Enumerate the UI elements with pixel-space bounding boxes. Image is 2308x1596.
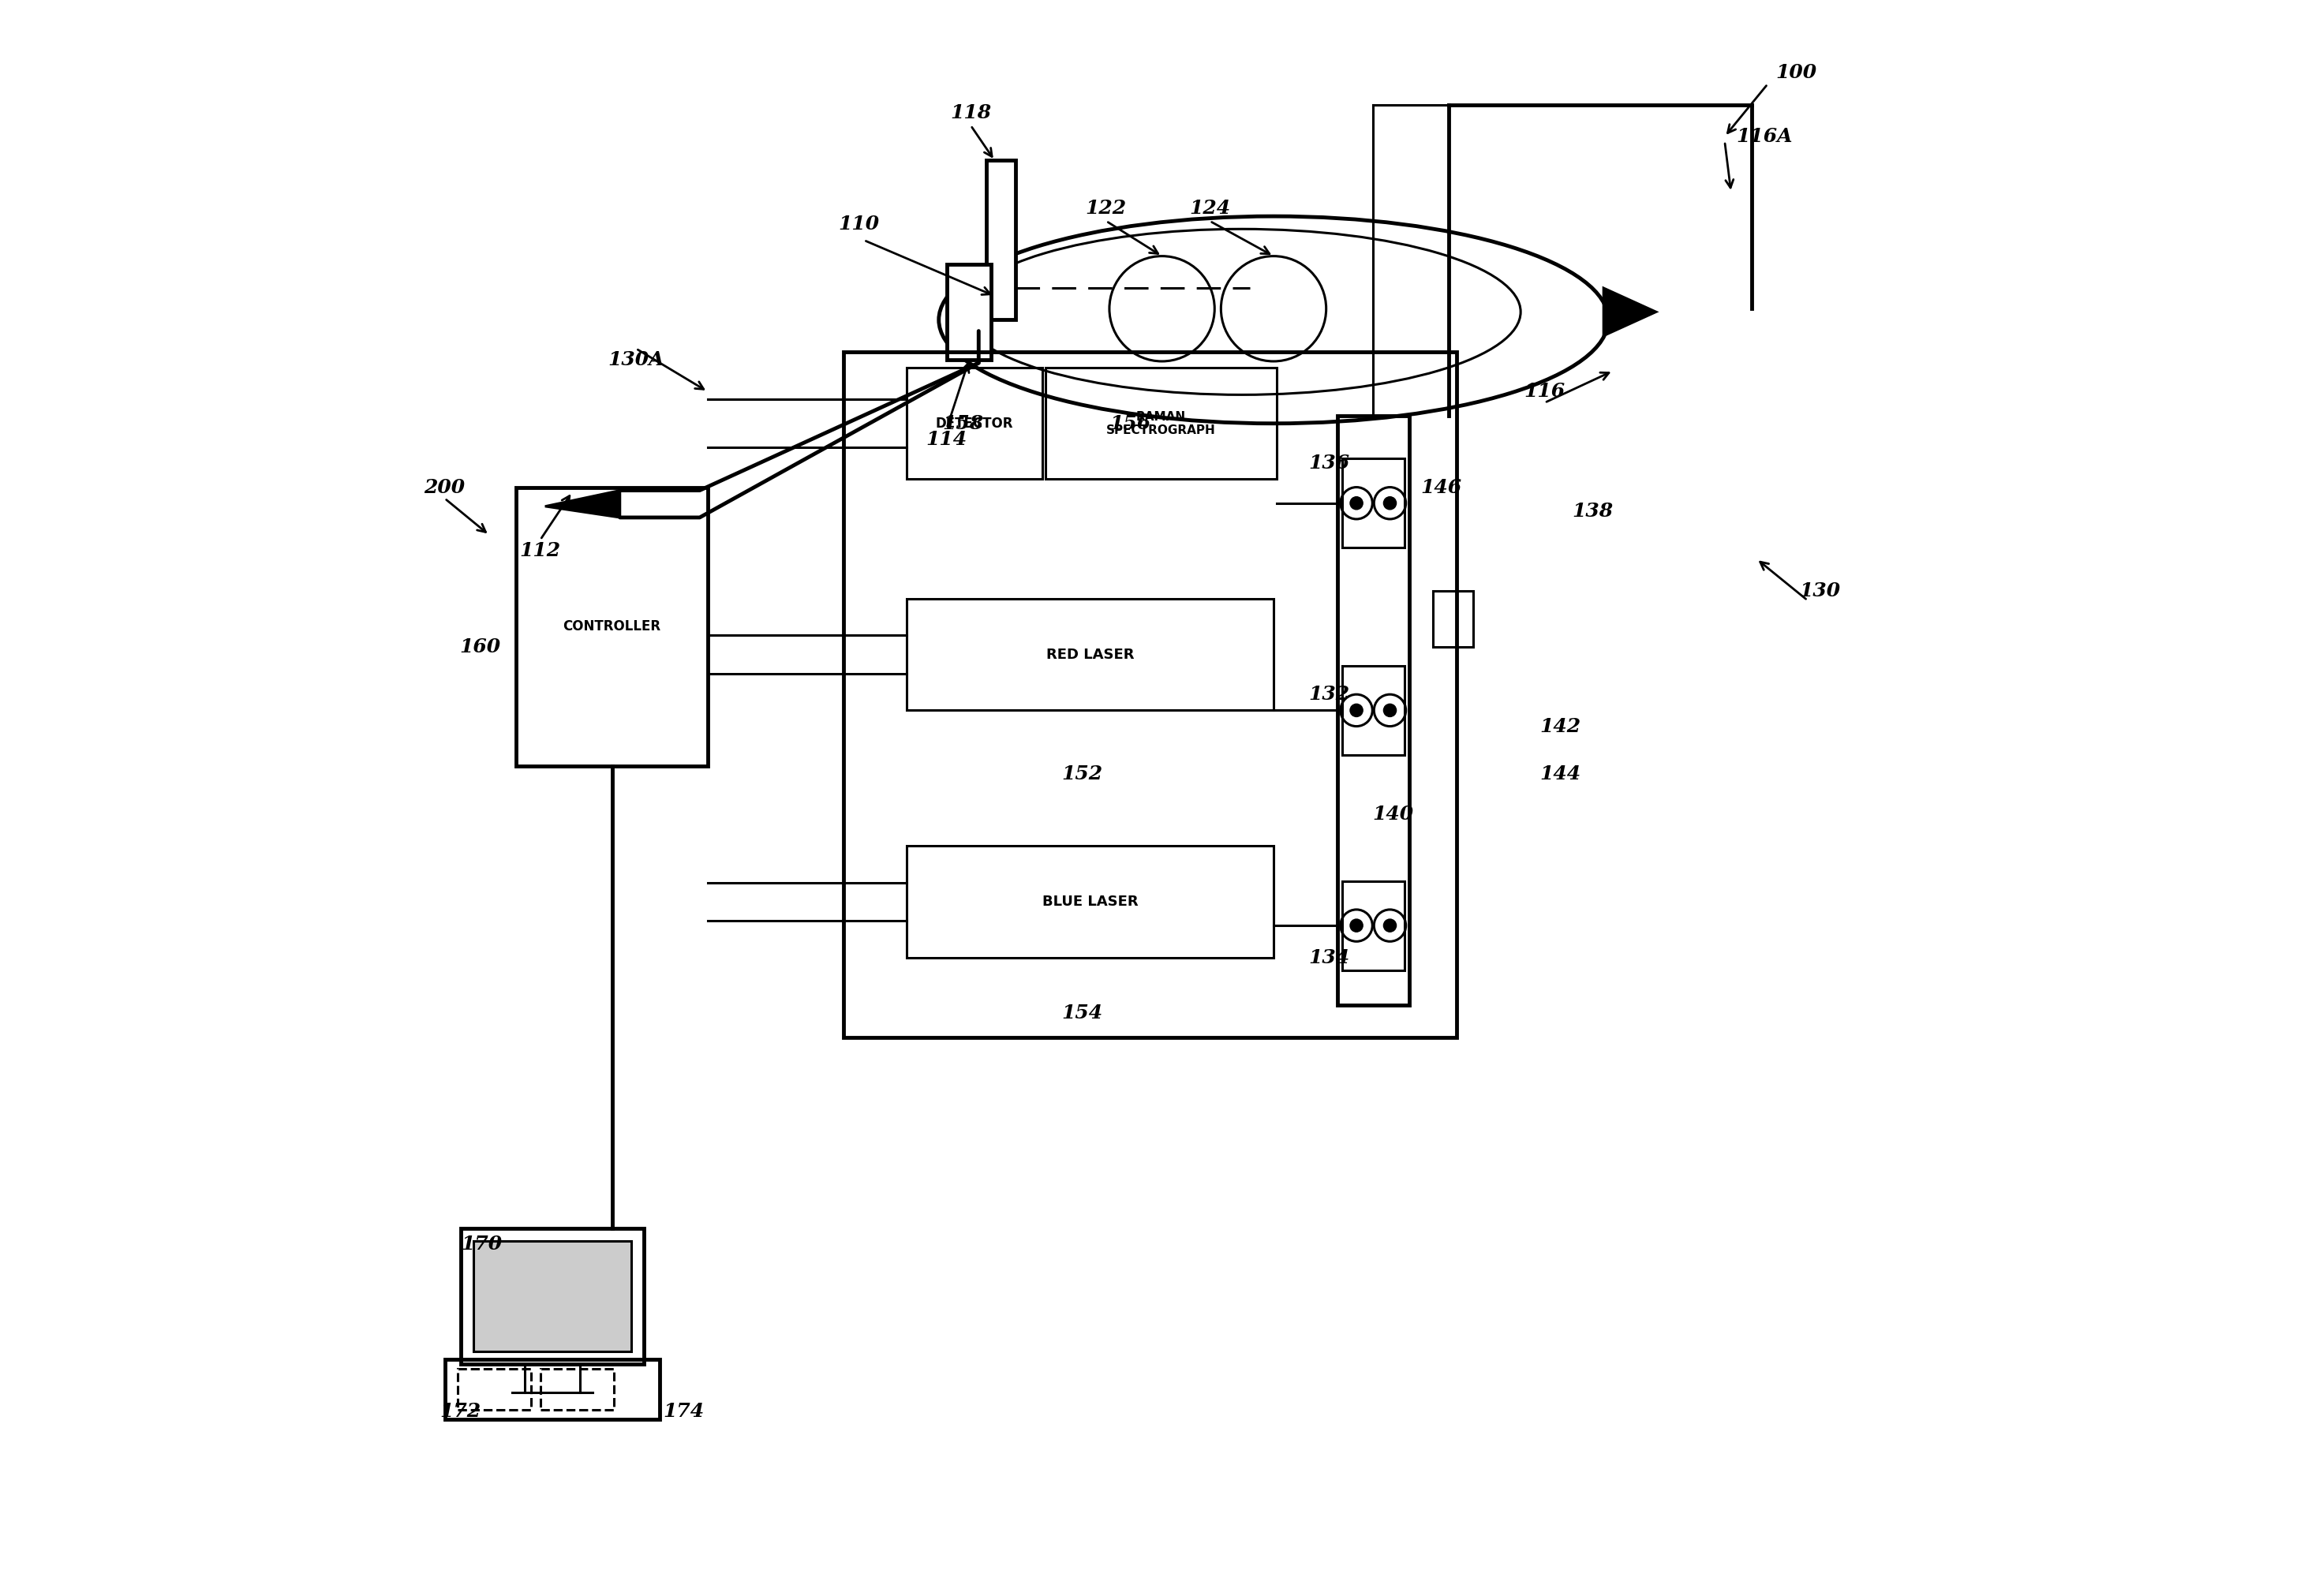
Text: CONTROLLER: CONTROLLER [563, 619, 660, 634]
Text: 132: 132 [1309, 685, 1350, 704]
Text: 116: 116 [1523, 381, 1565, 401]
Text: 158: 158 [942, 413, 983, 433]
Text: 142: 142 [1539, 717, 1581, 736]
Text: 144: 144 [1539, 764, 1581, 784]
Text: 100: 100 [1775, 64, 1816, 83]
Circle shape [1382, 496, 1396, 509]
Text: 154: 154 [1062, 1004, 1103, 1023]
Text: 138: 138 [1572, 501, 1613, 520]
FancyBboxPatch shape [473, 1242, 630, 1352]
Circle shape [1350, 919, 1362, 932]
FancyBboxPatch shape [986, 161, 1016, 319]
Text: DETECTOR: DETECTOR [935, 417, 1013, 431]
Polygon shape [545, 490, 621, 517]
Text: RED LASER: RED LASER [1046, 648, 1133, 662]
Text: 152: 152 [1062, 764, 1103, 784]
Text: 110: 110 [838, 215, 879, 233]
Text: 130A: 130A [607, 350, 665, 369]
Text: 174: 174 [662, 1403, 704, 1420]
Circle shape [1350, 704, 1362, 717]
Circle shape [1350, 496, 1362, 509]
Circle shape [1382, 704, 1396, 717]
Text: 124: 124 [1189, 200, 1230, 217]
Text: 160: 160 [459, 637, 501, 656]
Text: 200: 200 [425, 477, 466, 496]
Text: 134: 134 [1309, 948, 1350, 967]
Text: 118: 118 [951, 104, 990, 123]
Text: 170: 170 [462, 1235, 501, 1254]
Text: 130: 130 [1800, 581, 1842, 600]
Circle shape [1382, 919, 1396, 932]
Text: 172: 172 [441, 1403, 480, 1420]
Text: 116A: 116A [1736, 128, 1793, 147]
Polygon shape [1604, 287, 1657, 335]
Text: 114: 114 [926, 429, 967, 448]
Text: 136: 136 [1309, 453, 1350, 472]
Text: BLUE LASER: BLUE LASER [1043, 894, 1138, 908]
Text: 122: 122 [1085, 200, 1126, 217]
Text: 156: 156 [1110, 413, 1152, 433]
Text: 112: 112 [519, 541, 561, 560]
FancyBboxPatch shape [946, 263, 992, 359]
Text: 140: 140 [1373, 804, 1415, 824]
Text: 146: 146 [1419, 477, 1461, 496]
Text: RAMAN
SPECTROGRAPH: RAMAN SPECTROGRAPH [1106, 410, 1216, 436]
